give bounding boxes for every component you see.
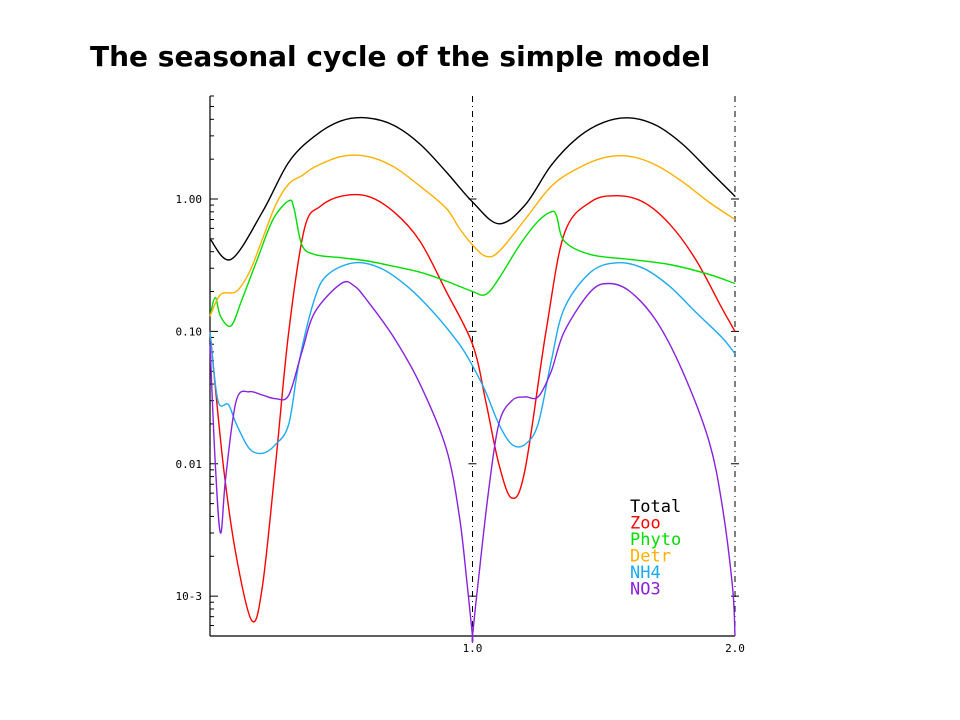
y-tick-label: 0.10 (176, 325, 203, 338)
series-line-no3 (209, 280, 736, 643)
y-tick-label: 1.00 (176, 193, 203, 206)
series-layer (209, 116, 736, 643)
x-tick-label: 1.0 (463, 642, 483, 655)
legend-label-phyto: Phyto (630, 530, 681, 550)
y-tick-label: 0.01 (176, 458, 203, 471)
legend-label-total: Total (630, 497, 681, 517)
series-line-detr (209, 154, 736, 317)
legend-label-nh4: NH4 (630, 563, 661, 583)
y-tick-label: 10-3 (176, 590, 203, 603)
x-tick-label: 2.0 (725, 642, 745, 655)
series-line-zoo (209, 193, 736, 623)
legend-label-no3: NO3 (630, 580, 661, 600)
series-line-phyto (209, 199, 736, 328)
legend-label-detr: Detr (630, 547, 671, 567)
series-line-nh4 (209, 261, 736, 455)
legend-label-zoo: Zoo (630, 514, 661, 534)
series-line-total (209, 116, 736, 261)
chart-title: The seasonal cycle of the simple model (90, 40, 711, 73)
